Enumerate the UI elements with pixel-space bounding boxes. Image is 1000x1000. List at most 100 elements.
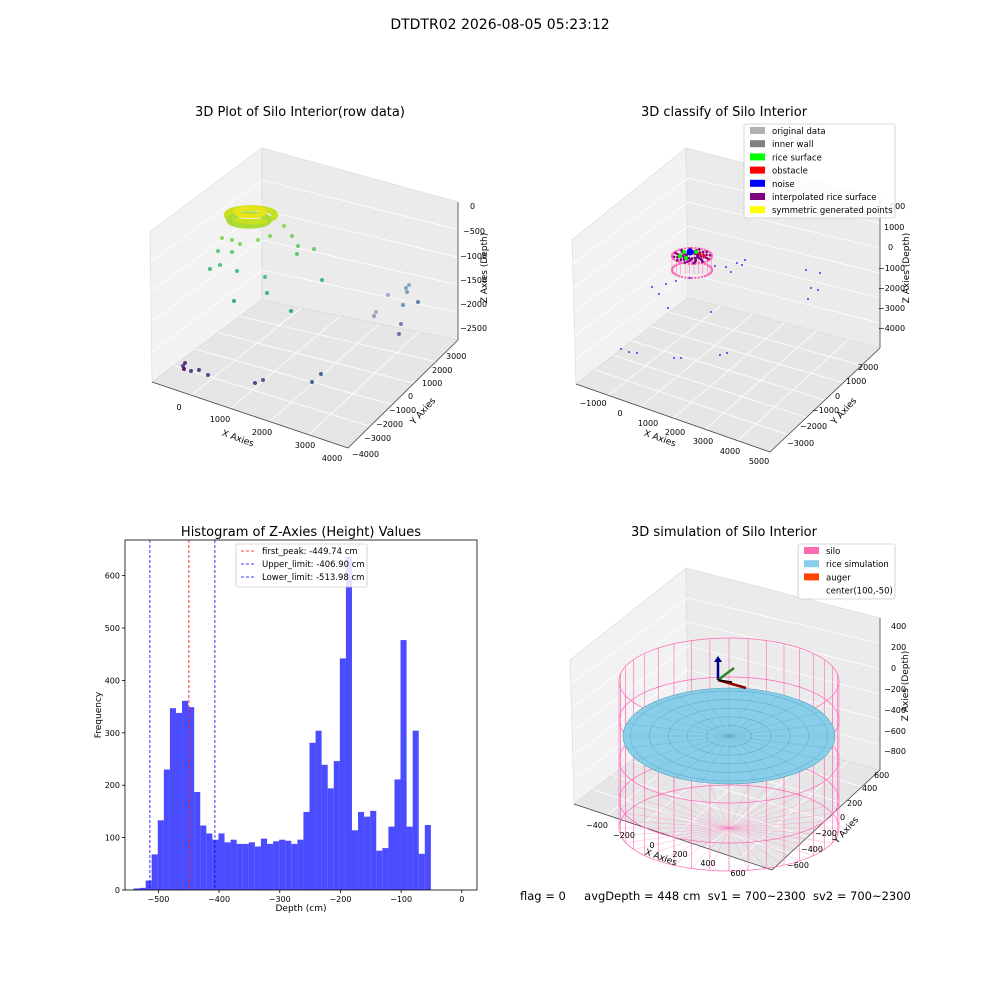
histogram-bar [200,825,207,890]
rice-mesh-line [626,723,730,737]
histogram-bar [236,843,243,890]
y-tick-label: −1000 [812,406,839,415]
wall-point [697,261,701,264]
scatter-point [296,244,300,248]
x-tick-label: −200 [613,831,635,840]
wall-point [683,247,687,250]
noise-point [805,269,807,271]
silo-floor-spoke [728,827,749,871]
z-tick-label: −4000 [878,324,905,333]
y-tick-label: 600 [874,771,889,780]
wall-point [700,275,704,279]
noise-point [680,357,682,359]
wall-point [697,276,701,279]
histogram-bar [345,556,352,890]
grid-line [308,331,420,436]
scatter-point [263,275,267,279]
histogram-bar [163,769,170,890]
histogram-bar [218,833,225,890]
interpolated-point [672,255,676,259]
scatter-point [189,369,193,373]
interpolated-point [681,254,685,257]
histogram-bar [157,820,164,890]
grid-line [669,311,862,366]
x-axis-label: X Axies [220,429,255,450]
x-tick-label: 600 [730,869,745,878]
scatter-point [401,303,405,307]
axis-arrow-y [717,667,735,681]
wall-point [703,274,707,278]
obstacle-point [698,252,702,256]
noise-point [714,265,716,267]
rice-surface-point [694,250,698,254]
legend-swatch [750,166,765,174]
histogram-bar [260,838,268,890]
wall-point [673,264,676,268]
silo-floor-spoke [728,790,785,829]
legend-label: Lower_limit: -513.98 cm [262,573,364,583]
panel-simulation-3d: 3D simulation of Silo Interior −400 −200… [569,525,911,878]
y-tick-label: 2000 [858,363,878,372]
scatter-point [266,216,272,223]
panel-raw-3d: 3D Plot of Silo Interior(row data) 0 100… [149,105,490,463]
noise-point [628,351,630,353]
x-tick-labels: −500 −400 −300 −200 −100 0 [147,890,464,904]
z-tick-label: −3000 [878,304,905,313]
y-tick-label: −3000 [787,439,814,448]
chart-title: Histogram of Z-Axies (Height) Values [181,525,421,540]
histogram-bar [339,658,346,890]
silo-floor-spoke [633,806,730,829]
z-axis-label: Z Axies (Depth) [902,233,912,304]
y-tick-label: 0 [408,392,413,401]
histogram-bar [254,846,261,890]
z-axis-label: Z Axies (Depth) [480,233,490,304]
silo-floor-spoke [728,787,767,829]
noise-point [710,311,712,313]
y-tick-label: 400 [862,784,877,793]
silo-floor-spoke [625,813,730,829]
histogram-bar [206,833,213,890]
x-tick-label: 5000 [749,457,769,466]
legend-label: center(100,-50) [826,587,893,597]
panel-histogram: Histogram of Z-Axies (Height) Values −50… [94,525,478,914]
z-tick-labels: 400 200 0 −200 −400 −600 −800 [884,622,906,756]
y-tick-label: −600 [787,861,809,870]
noise-point [726,352,728,354]
rice-mesh-line [701,735,730,783]
scatter-point [206,373,210,377]
grid [572,177,881,441]
z-tick-labels: 000 1000 0 −1000 −2000 −3000 −4000 [878,202,905,333]
interpolated-point [683,261,686,264]
histogram-bar [175,712,183,890]
grid-line [190,307,302,396]
legend-label: original data [772,127,826,137]
silo-floor-spoke [728,827,833,843]
grid-line [572,177,689,265]
y-tick-label: 200 [847,799,862,808]
x-tick-label: 2000 [252,428,272,437]
noise-point [620,348,622,350]
z-tick-label: −2000 [460,300,487,309]
histogram-bar [321,764,328,890]
interpolated-point [674,251,677,255]
flag-text: flag = 0 [520,889,566,903]
silo-floor-spoke [625,827,730,843]
histogram-bar [315,730,322,890]
interpolated-point [695,253,699,257]
legend-label: first_peak: -449.74 cm [262,547,358,557]
legend-swatch [804,547,819,554]
silo-floor-spoke [728,800,814,829]
interpolated-point [704,256,708,260]
scatter-point [232,299,236,303]
grid-line [261,179,459,230]
z-tick-label: −1000 [460,252,487,261]
silo-floor-spoke [644,800,730,829]
silo-floor-spoke [728,806,825,829]
interpolated-point [705,253,708,257]
scatter-point [397,332,401,336]
histogram-bar [188,707,195,890]
x-tick-labels: −1000 0 1000 2000 3000 4000 5000 [579,399,769,466]
histogram-bar [400,640,407,890]
histogram-bar [303,811,310,890]
silo-floor-spoke [633,827,730,850]
